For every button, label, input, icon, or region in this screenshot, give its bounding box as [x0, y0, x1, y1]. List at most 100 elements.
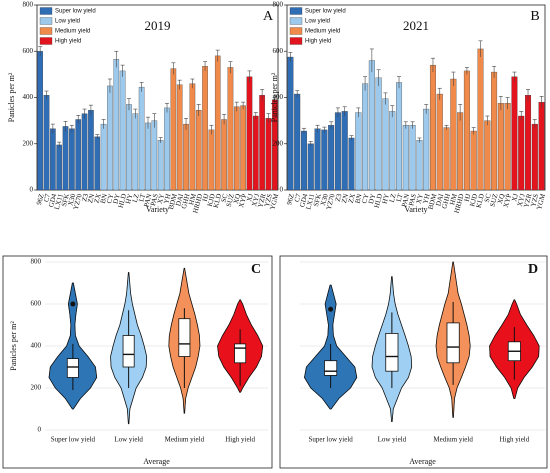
box: [324, 360, 338, 376]
bar: [314, 128, 321, 191]
x-tick-label: KJD: [468, 193, 479, 207]
bar: [321, 129, 328, 191]
x-tick-label: High yield: [500, 436, 530, 444]
bar: [151, 120, 158, 191]
bar: [126, 104, 132, 191]
x-tick-label: DY: [367, 193, 377, 205]
x-tick-label: YZR: [522, 193, 533, 209]
bar: [389, 111, 396, 191]
x-tick-label: PAN: [400, 193, 411, 208]
x-tick-label: Z3: [80, 192, 90, 202]
x-tick-label: Medium yield: [433, 436, 473, 444]
bar: [157, 140, 164, 191]
x-tick-label: CY: [360, 193, 370, 204]
x-axis-label: Variety: [146, 205, 169, 214]
y-tick-label: 0: [280, 186, 284, 194]
y-tick-label: 0: [38, 426, 42, 434]
violin-outline: [489, 299, 540, 399]
bar: [88, 110, 94, 191]
bar: [221, 119, 227, 191]
x-tick-label: GD4: [298, 192, 309, 208]
bar: [294, 93, 301, 191]
bar: [56, 144, 63, 191]
bar: [477, 48, 484, 191]
legend-swatch: [39, 37, 53, 45]
x-tick-label: XQ: [496, 193, 506, 205]
x-tick-label: XYP: [237, 193, 248, 209]
x-tick-label: CY: [105, 193, 115, 204]
y-tick-label: 600: [31, 300, 42, 308]
x-tick-label: 96Z: [285, 193, 296, 206]
bar: [307, 143, 314, 191]
x-tick-label: Medium yield: [165, 436, 205, 444]
plot-frame: [36, 4, 279, 191]
x-tick-label: C7: [293, 192, 303, 202]
legend-label: Low yield: [55, 19, 80, 25]
x-tick-label: C7: [42, 192, 52, 202]
x-tick-label: HLD: [373, 193, 384, 209]
x-tick-label: Z3: [334, 192, 344, 202]
y-tick-label: 600: [23, 47, 34, 55]
x-tick-label: YZR: [256, 193, 267, 209]
bar: [491, 71, 498, 191]
bar: [334, 112, 341, 191]
x-tick-label: SUZ: [488, 193, 499, 208]
x-tick-label: XY: [156, 193, 166, 205]
plot-frame: [286, 4, 546, 191]
bar: [402, 125, 409, 191]
x-tick-label: HM: [187, 192, 198, 206]
bar: [287, 56, 294, 191]
x-tick-label: DY: [111, 193, 121, 205]
y-tick-label: 800: [23, 1, 34, 9]
x-axis-label: Average: [143, 457, 170, 466]
x-tick-label: X30: [319, 192, 330, 206]
x-tick-label: LZ: [388, 193, 398, 203]
bar: [450, 78, 457, 191]
violin-outline: [48, 282, 98, 410]
bar: [37, 51, 43, 191]
bar: [43, 95, 50, 191]
x-tick-label: LZ: [131, 193, 141, 203]
x-tick-label: SFK: [312, 193, 323, 207]
x-tick-label: GD4: [47, 192, 58, 208]
violin-outline: [217, 299, 264, 393]
x-tick-label: HJ: [463, 193, 473, 203]
violin-outline: [435, 261, 471, 418]
bar: [416, 140, 423, 191]
bar: [145, 122, 151, 191]
x-tick-label: HY: [124, 193, 134, 205]
panel-frame: [279, 255, 548, 469]
bar: [470, 130, 477, 191]
legend-label: Medium yield: [305, 29, 340, 35]
x-tick-label: YH: [421, 193, 431, 205]
bar: [100, 123, 107, 191]
x-tick-label: Low yield: [114, 436, 143, 444]
x-tick-label: XY: [415, 193, 425, 205]
bar: [443, 127, 450, 191]
legend-label: Super low yield: [55, 9, 96, 15]
box: [385, 332, 399, 372]
x-tick-label: SC: [220, 193, 230, 204]
violin-outline: [304, 284, 358, 410]
bar: [436, 93, 443, 191]
x-tick-label: LT: [137, 192, 147, 202]
x-tick-label: KLD: [475, 193, 486, 209]
x-axis-label: Variety: [404, 205, 427, 214]
legend-swatch: [39, 7, 53, 15]
x-tick-label: KLD: [212, 193, 223, 209]
bar: [265, 118, 272, 191]
x-tick-label: XJ: [510, 193, 520, 203]
x-tick-label: High yield: [225, 436, 255, 444]
x-tick-label: DAI: [434, 192, 445, 207]
bar: [300, 130, 307, 191]
x-tick-label: ZN: [86, 193, 96, 204]
annotation: 2021: [403, 18, 429, 33]
legend-swatch: [289, 17, 303, 25]
x-tick-label: XJ: [245, 193, 255, 203]
x-tick-label: PAS: [149, 193, 160, 207]
bar: [132, 113, 139, 191]
x-tick-label: Super low yield: [308, 436, 353, 444]
x-tick-label: ZX: [93, 193, 103, 204]
bar: [240, 105, 246, 191]
violin-outline: [168, 267, 201, 414]
